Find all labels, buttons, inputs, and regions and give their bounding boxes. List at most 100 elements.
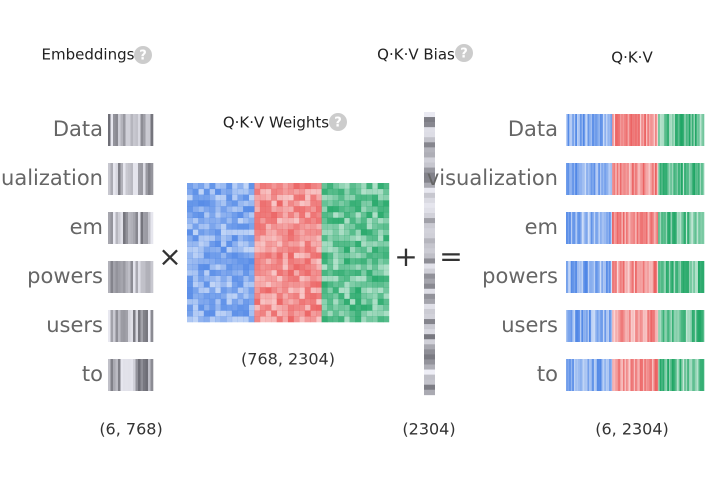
weight-cell	[304, 246, 311, 253]
help-text[interactable]: ?	[334, 116, 342, 131]
weight-cell	[248, 304, 255, 311]
output-stripe	[601, 212, 604, 244]
weight-cell	[226, 287, 233, 294]
output-stripe	[641, 114, 643, 146]
weight-cell	[282, 223, 289, 230]
weight-cell	[344, 310, 350, 317]
weight-cell	[187, 275, 193, 282]
help-icon[interactable]	[329, 113, 347, 131]
output-stripe	[691, 114, 694, 146]
weight-cell	[259, 269, 266, 276]
weight-cell	[237, 240, 244, 248]
weight-cell	[271, 258, 278, 265]
weight-cell	[349, 264, 356, 271]
weight-cell	[226, 275, 233, 282]
weight-cell	[287, 293, 294, 300]
output-stripe	[569, 212, 571, 244]
output-stripe	[677, 114, 680, 146]
weight-cell	[265, 252, 272, 259]
weight-cell	[287, 264, 294, 271]
weight-cell	[366, 287, 373, 294]
help-icon[interactable]	[455, 44, 473, 62]
weight-cell	[304, 269, 311, 276]
output-stripe	[631, 163, 634, 195]
weight-cell	[321, 252, 328, 259]
help-text[interactable]: ?	[139, 49, 147, 64]
weight-cell	[198, 252, 205, 259]
weight-cell	[192, 287, 199, 294]
weight-cell	[198, 240, 205, 248]
bias-shape: (2304)	[402, 420, 455, 439]
weight-cell	[332, 258, 339, 265]
output-stripe	[627, 261, 630, 293]
weight-cell	[372, 194, 378, 201]
weight-cell	[192, 235, 199, 242]
equals-operator: =	[439, 240, 462, 273]
bias-cell	[424, 157, 435, 163]
embedding-stripe	[123, 359, 126, 391]
weight-cell	[377, 240, 384, 248]
output-stripe	[653, 359, 656, 391]
weight-cell	[259, 252, 266, 259]
weight-cell	[377, 206, 384, 213]
weight-cell	[192, 275, 199, 282]
weight-cell	[299, 206, 306, 213]
weight-cell	[366, 211, 373, 219]
weight-cell	[248, 252, 255, 259]
output-stripe	[624, 359, 627, 391]
embedding-stripe	[108, 310, 111, 342]
output-stripe	[572, 359, 574, 391]
output-stripe	[604, 310, 607, 342]
help-text[interactable]: ?	[460, 47, 468, 62]
output-stripe	[570, 163, 573, 195]
weight-cell	[220, 235, 227, 242]
output-stripe	[665, 310, 668, 342]
weight-cell	[276, 229, 283, 236]
weight-cell	[372, 223, 378, 230]
output-stripe	[667, 163, 670, 195]
help-icon[interactable]	[134, 46, 152, 64]
weight-cell	[299, 275, 306, 282]
weight-cell	[203, 183, 210, 190]
weight-cell	[287, 200, 294, 207]
weight-cell	[215, 252, 221, 259]
output-stripe	[579, 163, 582, 195]
weight-cell	[198, 188, 205, 195]
output-stripe	[656, 163, 659, 195]
weight-cell	[327, 211, 334, 219]
weight-cell	[215, 269, 221, 276]
output-stripe	[579, 212, 582, 244]
weight-cell	[187, 229, 193, 236]
weight-cell	[282, 194, 289, 201]
weight-cell	[226, 235, 233, 242]
output-stripe	[682, 163, 685, 195]
output-stripe	[662, 114, 665, 146]
output-stripe	[693, 261, 696, 293]
weight-cell	[338, 281, 345, 288]
output-stripe	[616, 310, 619, 342]
weight-cell	[215, 188, 221, 195]
output-stripe	[610, 359, 613, 391]
weight-cell	[282, 200, 289, 207]
weight-cell	[293, 281, 300, 288]
weight-cell	[372, 211, 378, 219]
weight-cell	[282, 258, 289, 265]
weight-cell	[355, 269, 362, 276]
weight-cell	[360, 310, 367, 317]
output-stripe	[676, 212, 679, 244]
embedding-stripe	[135, 310, 139, 342]
weight-cell	[304, 217, 311, 224]
weight-cell	[383, 293, 390, 300]
weight-cell	[315, 217, 322, 224]
embedding-stripe	[110, 114, 114, 146]
output-stripe	[587, 212, 590, 244]
weight-cell	[220, 258, 227, 265]
weight-cell	[215, 200, 221, 207]
embedding-stripe	[150, 261, 154, 293]
token-label: Data	[508, 117, 558, 141]
weight-cell	[304, 252, 311, 259]
weight-cell	[226, 316, 233, 323]
weight-cell	[237, 246, 244, 253]
weight-cell	[315, 183, 322, 190]
weight-cell	[299, 264, 306, 271]
